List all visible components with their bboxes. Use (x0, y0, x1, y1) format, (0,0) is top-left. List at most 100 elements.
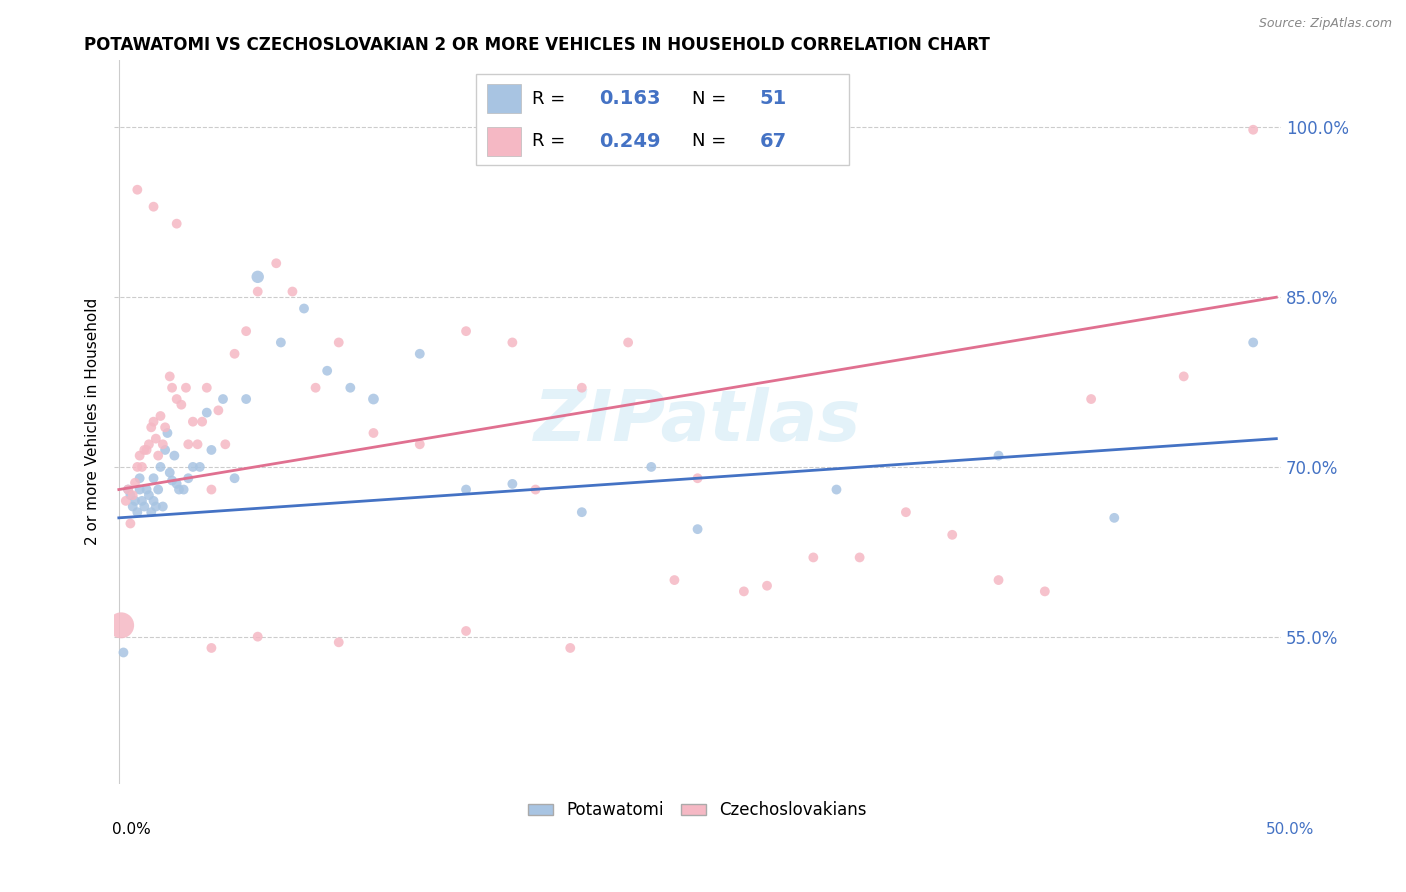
Point (186, 437, 208, 451)
Point (328, 635, 350, 649)
Y-axis label: 2 or more Vehicles in Household: 2 or more Vehicles in Household (86, 298, 100, 545)
Point (170, 398, 193, 412)
Point (138, 437, 160, 451)
Point (173, 483, 195, 497)
Point (941, 528, 963, 542)
Point (160, 474, 183, 488)
Point (156, 425, 179, 440)
Point (167, 483, 190, 497)
Point (640, 459, 662, 474)
Point (235, 324, 257, 338)
Point (1033, 584, 1056, 599)
Point (617, 335, 640, 350)
Point (181, 415, 204, 429)
Point (124, 475, 146, 490)
Text: 50.0%: 50.0% (1267, 822, 1315, 837)
Point (571, 505, 593, 519)
Point (110, 618, 132, 632)
Point (135, 483, 157, 497)
Point (127, 459, 149, 474)
Point (166, 476, 188, 491)
Point (112, 645, 135, 659)
Point (1241, 122, 1264, 136)
Point (152, 437, 174, 451)
Point (281, 285, 304, 299)
Point (214, 437, 236, 451)
Point (152, 500, 174, 514)
Point (174, 381, 197, 395)
Point (235, 392, 257, 406)
Point (146, 449, 169, 463)
Point (142, 415, 165, 429)
Point (124, 494, 146, 508)
Point (987, 449, 1010, 463)
Point (501, 335, 523, 350)
Point (664, 573, 686, 587)
Point (121, 500, 143, 514)
Point (292, 301, 315, 316)
Point (120, 488, 142, 502)
Point (454, 324, 477, 338)
Point (200, 483, 222, 497)
Point (339, 381, 361, 395)
Point (363, 392, 385, 406)
Point (117, 483, 139, 497)
Point (363, 425, 385, 440)
Point (224, 471, 246, 485)
Point (134, 500, 156, 514)
Point (733, 584, 755, 599)
Point (987, 573, 1010, 587)
Point (138, 488, 160, 502)
Point (160, 381, 183, 395)
Point (149, 409, 172, 423)
Point (1241, 335, 1264, 350)
Point (177, 437, 200, 451)
Point (159, 466, 181, 480)
Point (246, 269, 269, 284)
Point (524, 483, 547, 497)
Point (149, 459, 172, 474)
Point (142, 494, 165, 508)
Point (142, 200, 165, 214)
Point (159, 369, 181, 384)
Point (131, 459, 153, 474)
Point (1080, 392, 1102, 406)
Point (756, 579, 779, 593)
Point (145, 500, 167, 514)
Point (128, 483, 150, 497)
Point (146, 483, 169, 497)
Point (177, 471, 200, 485)
Point (141, 420, 163, 434)
Point (191, 415, 214, 429)
Point (454, 624, 477, 638)
Point (848, 550, 870, 565)
Point (195, 381, 218, 395)
Point (686, 471, 709, 485)
Point (409, 437, 432, 451)
Point (501, 476, 523, 491)
Point (328, 335, 350, 350)
Point (409, 347, 432, 361)
Point (560, 640, 582, 655)
Point (571, 381, 593, 395)
Point (142, 471, 165, 485)
Point (686, 522, 709, 536)
Text: 0.0%: 0.0% (112, 822, 152, 837)
Point (127, 505, 149, 519)
Text: ZIPatlas: ZIPatlas (534, 387, 862, 456)
Point (1173, 369, 1195, 384)
Point (188, 459, 211, 474)
Point (200, 442, 222, 457)
Point (166, 217, 188, 231)
Point (264, 256, 287, 270)
Point (207, 403, 229, 417)
Text: Source: ZipAtlas.com: Source: ZipAtlas.com (1258, 17, 1392, 29)
Point (128, 449, 150, 463)
Legend: Potawatomi, Czechoslovakians: Potawatomi, Czechoslovakians (522, 795, 873, 826)
Point (304, 381, 326, 395)
Point (1104, 511, 1126, 525)
Point (135, 442, 157, 457)
Point (163, 449, 186, 463)
Point (200, 640, 222, 655)
Point (120, 516, 142, 531)
